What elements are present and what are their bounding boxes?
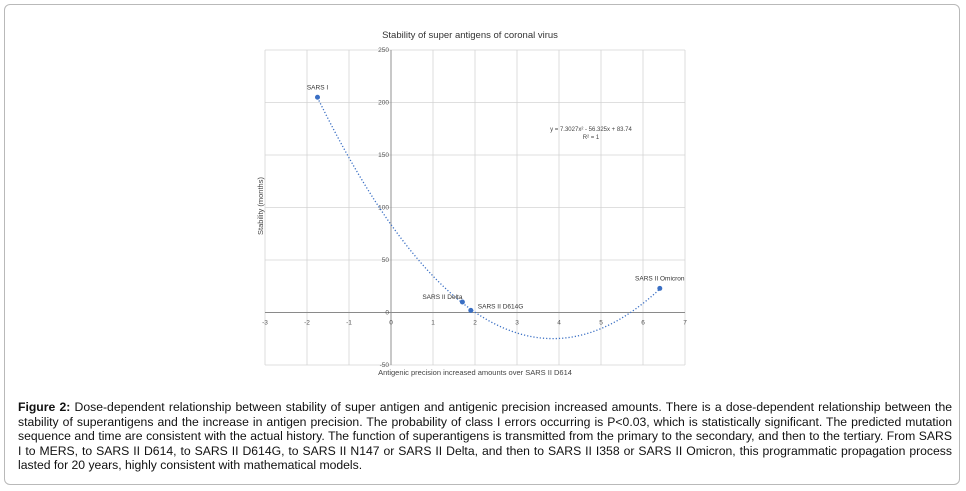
figure-frame bbox=[4, 4, 960, 485]
data-point-label: SARS II D614G bbox=[478, 303, 524, 310]
x-tick-label: 0 bbox=[389, 320, 393, 327]
data-point bbox=[315, 94, 320, 100]
y-tick-label: 250 bbox=[378, 47, 389, 54]
caption-text: Dose-dependent relationship between stab… bbox=[18, 400, 952, 473]
x-tick-label: 2 bbox=[473, 320, 477, 327]
x-tick-label: -3 bbox=[262, 320, 268, 327]
chart-panel: -3 -2 -1 0 1 2 3 4 5 6 7 -50 0 50 100 150 200 250 SARS I… bbox=[247, 21, 715, 383]
x-tick-label: -2 bbox=[304, 320, 310, 327]
x-tick-label: 3 bbox=[515, 320, 519, 327]
data-point bbox=[459, 299, 465, 305]
y-axis-label: Stability (months) bbox=[256, 177, 265, 235]
y-tick-label: 100 bbox=[378, 205, 389, 212]
trendline-equation: y = 7.3027x² - 56.325x + 83.74 bbox=[550, 127, 632, 133]
scatter-chart: -3 -2 -1 0 1 2 3 4 5 6 7 -50 0 50 100 150 200 250 SARS I… bbox=[247, 21, 715, 383]
y-tick-label: 50 bbox=[382, 257, 390, 264]
y-tick-label: 200 bbox=[378, 100, 389, 107]
x-tick-labels: -3 -2 -1 0 1 2 3 4 5 6 7 bbox=[262, 320, 687, 327]
data-point-label: SARS I bbox=[307, 84, 329, 91]
data-points bbox=[315, 94, 663, 313]
chart-title: Stability of super antigens of coronal v… bbox=[382, 30, 558, 41]
polynomial-trendline bbox=[316, 97, 661, 340]
data-point bbox=[468, 307, 474, 313]
x-tick-label: 1 bbox=[431, 320, 435, 327]
x-tick-label: 7 bbox=[683, 320, 687, 327]
x-tick-label: 5 bbox=[599, 320, 603, 327]
trendline-r-squared: R² = 1 bbox=[583, 135, 600, 141]
x-axis-label: Antigenic precision increased amounts ov… bbox=[378, 368, 572, 377]
y-tick-label: -50 bbox=[380, 362, 390, 369]
caption-label: Figure 2: bbox=[18, 400, 71, 414]
data-point bbox=[657, 285, 663, 291]
data-point-label: SARS II Delta bbox=[422, 294, 462, 301]
y-tick-label: 150 bbox=[378, 152, 389, 159]
figure-caption: Figure 2: Dose-dependent relationship be… bbox=[18, 400, 952, 473]
data-point-labels: SARS I SARS II Delta SARS II D614G SARS II … bbox=[307, 84, 685, 310]
y-tick-label: 0 bbox=[385, 310, 389, 317]
chart-background bbox=[247, 21, 715, 383]
y-tick-labels: -50 0 50 100 150 200 250 bbox=[378, 47, 389, 369]
data-point-label: SARS II Omicron bbox=[635, 275, 685, 282]
x-tick-label: -1 bbox=[346, 320, 352, 327]
x-tick-label: 4 bbox=[557, 320, 561, 327]
x-tick-label: 6 bbox=[641, 320, 645, 327]
